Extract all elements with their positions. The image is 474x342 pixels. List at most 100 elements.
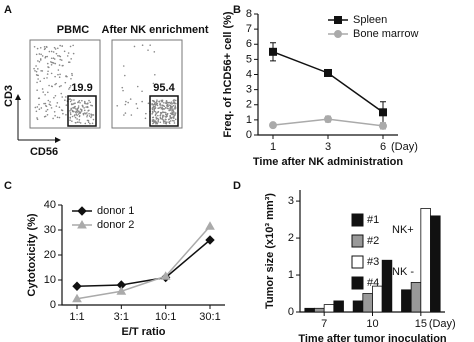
- event-dot: [156, 101, 158, 103]
- event-dot: [47, 91, 49, 94]
- event-dot: [69, 116, 71, 119]
- event-dot: [71, 74, 73, 77]
- event-dot: [50, 85, 53, 88]
- event-dot: [60, 59, 63, 61]
- event-dot: [172, 116, 175, 118]
- event-dot: [167, 105, 169, 107]
- event-dot: [157, 120, 160, 123]
- event-dot: [151, 103, 153, 105]
- event-dot: [42, 91, 44, 93]
- event-dot: [164, 111, 166, 114]
- event-dot: [73, 99, 75, 101]
- event-dot: [154, 104, 157, 106]
- event-dot: [169, 114, 171, 117]
- event-dot: [45, 104, 47, 107]
- y-tick-label: 5: [246, 53, 252, 65]
- event-dot: [161, 111, 164, 113]
- event-dot: [69, 85, 72, 87]
- event-dot: [61, 96, 64, 98]
- bar: [362, 293, 373, 313]
- event-dot: [151, 113, 153, 115]
- event-dot: [154, 111, 157, 113]
- event-dot: [152, 104, 155, 106]
- event-dot: [61, 109, 64, 112]
- event-dot: [170, 109, 172, 111]
- event-dot: [50, 107, 53, 109]
- event-dot: [69, 112, 72, 114]
- event-dot: [165, 113, 167, 116]
- event-dot: [174, 118, 177, 121]
- event-dot: [158, 107, 160, 109]
- x-axis-label: Time after tumor inoculation: [298, 333, 447, 342]
- event-dot: [36, 81, 38, 84]
- event-dot: [149, 44, 151, 46]
- event-dot: [64, 81, 67, 84]
- event-dot: [36, 106, 39, 108]
- event-dot: [133, 45, 136, 48]
- event-dot: [136, 85, 139, 88]
- panel-label: D: [233, 180, 241, 192]
- event-dot: [73, 102, 75, 105]
- event-dot: [65, 104, 68, 106]
- event-dot: [54, 94, 57, 97]
- event-dot: [167, 118, 170, 121]
- event-dot: [57, 69, 60, 71]
- event-dot: [45, 46, 48, 48]
- event-dot: [69, 110, 71, 112]
- y-axis-label: CD3: [3, 85, 15, 107]
- event-dot: [86, 105, 89, 108]
- legend-label: donor 1: [97, 205, 134, 217]
- event-dot: [123, 114, 125, 116]
- event-dot: [58, 116, 61, 119]
- event-dot: [165, 101, 167, 104]
- event-dot: [77, 113, 80, 115]
- event-dot: [40, 53, 42, 56]
- event-dot: [88, 109, 90, 112]
- event-dot: [158, 100, 160, 103]
- event-dot: [78, 121, 80, 123]
- event-dot: [59, 44, 61, 47]
- event-dot: [72, 110, 75, 113]
- event-dot: [54, 114, 56, 117]
- event-dot: [154, 107, 157, 109]
- event-dot: [161, 115, 164, 118]
- event-dot: [154, 114, 157, 117]
- event-dot: [174, 102, 177, 105]
- event-dot: [38, 53, 41, 55]
- event-dot: [174, 112, 177, 114]
- legend-label: #1: [367, 214, 379, 226]
- event-dot: [86, 119, 89, 122]
- event-dot: [50, 72, 53, 75]
- event-dot: [159, 114, 162, 117]
- event-dot: [163, 111, 165, 114]
- event-dot: [69, 119, 71, 121]
- event-dot: [54, 48, 57, 50]
- event-dot: [172, 108, 174, 110]
- bar: [410, 282, 422, 313]
- event-dot: [76, 109, 79, 112]
- event-dot: [151, 119, 154, 121]
- event-dot: [141, 90, 143, 93]
- event-dot: [68, 61, 71, 63]
- event-dot: [55, 52, 58, 55]
- event-dot: [173, 101, 176, 104]
- x-tick-label: 10: [366, 318, 378, 330]
- event-dot: [163, 122, 165, 124]
- event-dot: [151, 116, 154, 119]
- event-dot: [74, 105, 76, 108]
- event-dot: [156, 99, 158, 101]
- y-tick-label: 0: [246, 129, 252, 141]
- y-tick-label: 8: [246, 8, 252, 20]
- marker: [116, 286, 127, 295]
- marker: [77, 206, 87, 216]
- event-dot: [58, 55, 61, 57]
- event-dot: [171, 106, 173, 109]
- event-dot: [72, 103, 74, 106]
- event-dot: [57, 73, 59, 76]
- event-dot: [169, 112, 172, 115]
- event-dot: [79, 101, 81, 104]
- event-dot: [69, 45, 72, 48]
- bar: [401, 289, 412, 313]
- event-dot: [58, 64, 61, 66]
- marker: [72, 293, 82, 303]
